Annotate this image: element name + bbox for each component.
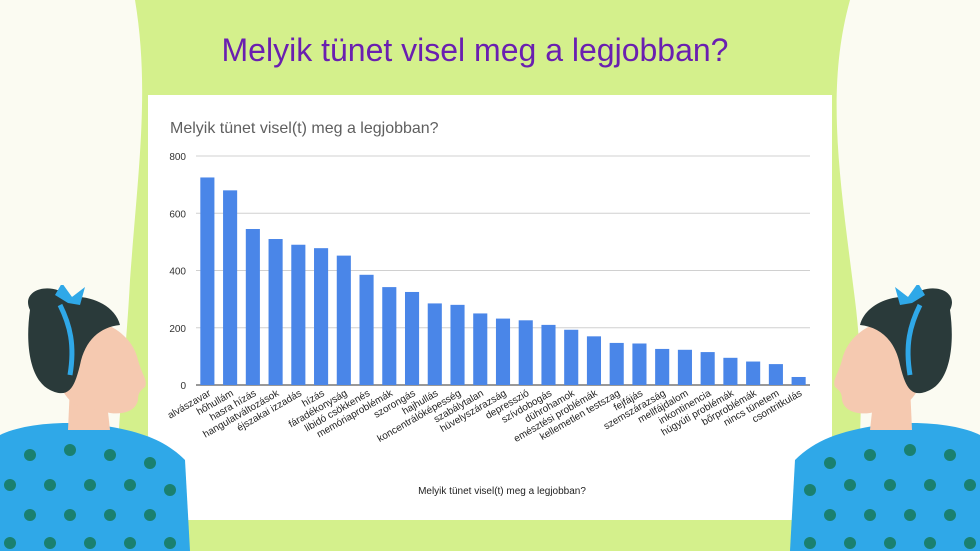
x-axis-label: Melyik tünet visel(t) meg a legjobban? [418,486,586,497]
bar [791,376,806,385]
bar [268,239,283,385]
headband [905,303,923,376]
y-tick-labels: 0 200 400 600 800 [169,152,186,392]
page-headline: Melyik tünet visel meg a legjobban? [221,32,729,68]
bar-chart: Melyik tünet visel(t) meg a legjobban? 0… [166,120,810,497]
bar [450,304,465,385]
y-tick-label: 800 [169,152,186,163]
ribbon-icon [895,285,925,305]
bar [541,324,556,385]
bar [746,361,761,385]
y-tick-label: 200 [169,324,186,335]
bar [473,313,488,385]
bar [768,364,783,385]
y-tick-label: 0 [180,381,186,392]
bar [382,287,397,385]
shirt-dots [4,444,176,549]
ribbon-icon [55,285,85,305]
bar [677,349,692,385]
shirt-dots [804,444,976,549]
hair [28,288,120,394]
y-tick-label: 600 [169,209,186,220]
bar [564,329,579,385]
bar [609,342,624,385]
woman-left-illustration [0,285,190,551]
bar [518,320,533,385]
bar [200,177,215,385]
chart-card: Melyik tünet visel(t) meg a legjobban? 0… [148,95,832,520]
bar [427,303,442,385]
y-tick-label: 400 [169,267,186,278]
hair [860,288,952,394]
woman-right-illustration [790,285,980,551]
bar [245,228,260,385]
bar [314,248,329,385]
bar [359,274,374,385]
chart-title: Melyik tünet visel(t) meg a legjobban? [170,120,439,137]
bar [291,244,306,385]
bar [655,348,670,385]
headband [57,303,75,376]
bar [223,190,238,385]
bar [723,357,738,385]
bar [336,255,351,385]
bar [632,343,647,385]
bar [700,352,715,385]
bar [586,336,602,385]
bar [404,291,420,385]
bars [200,177,806,385]
bar [495,318,511,385]
